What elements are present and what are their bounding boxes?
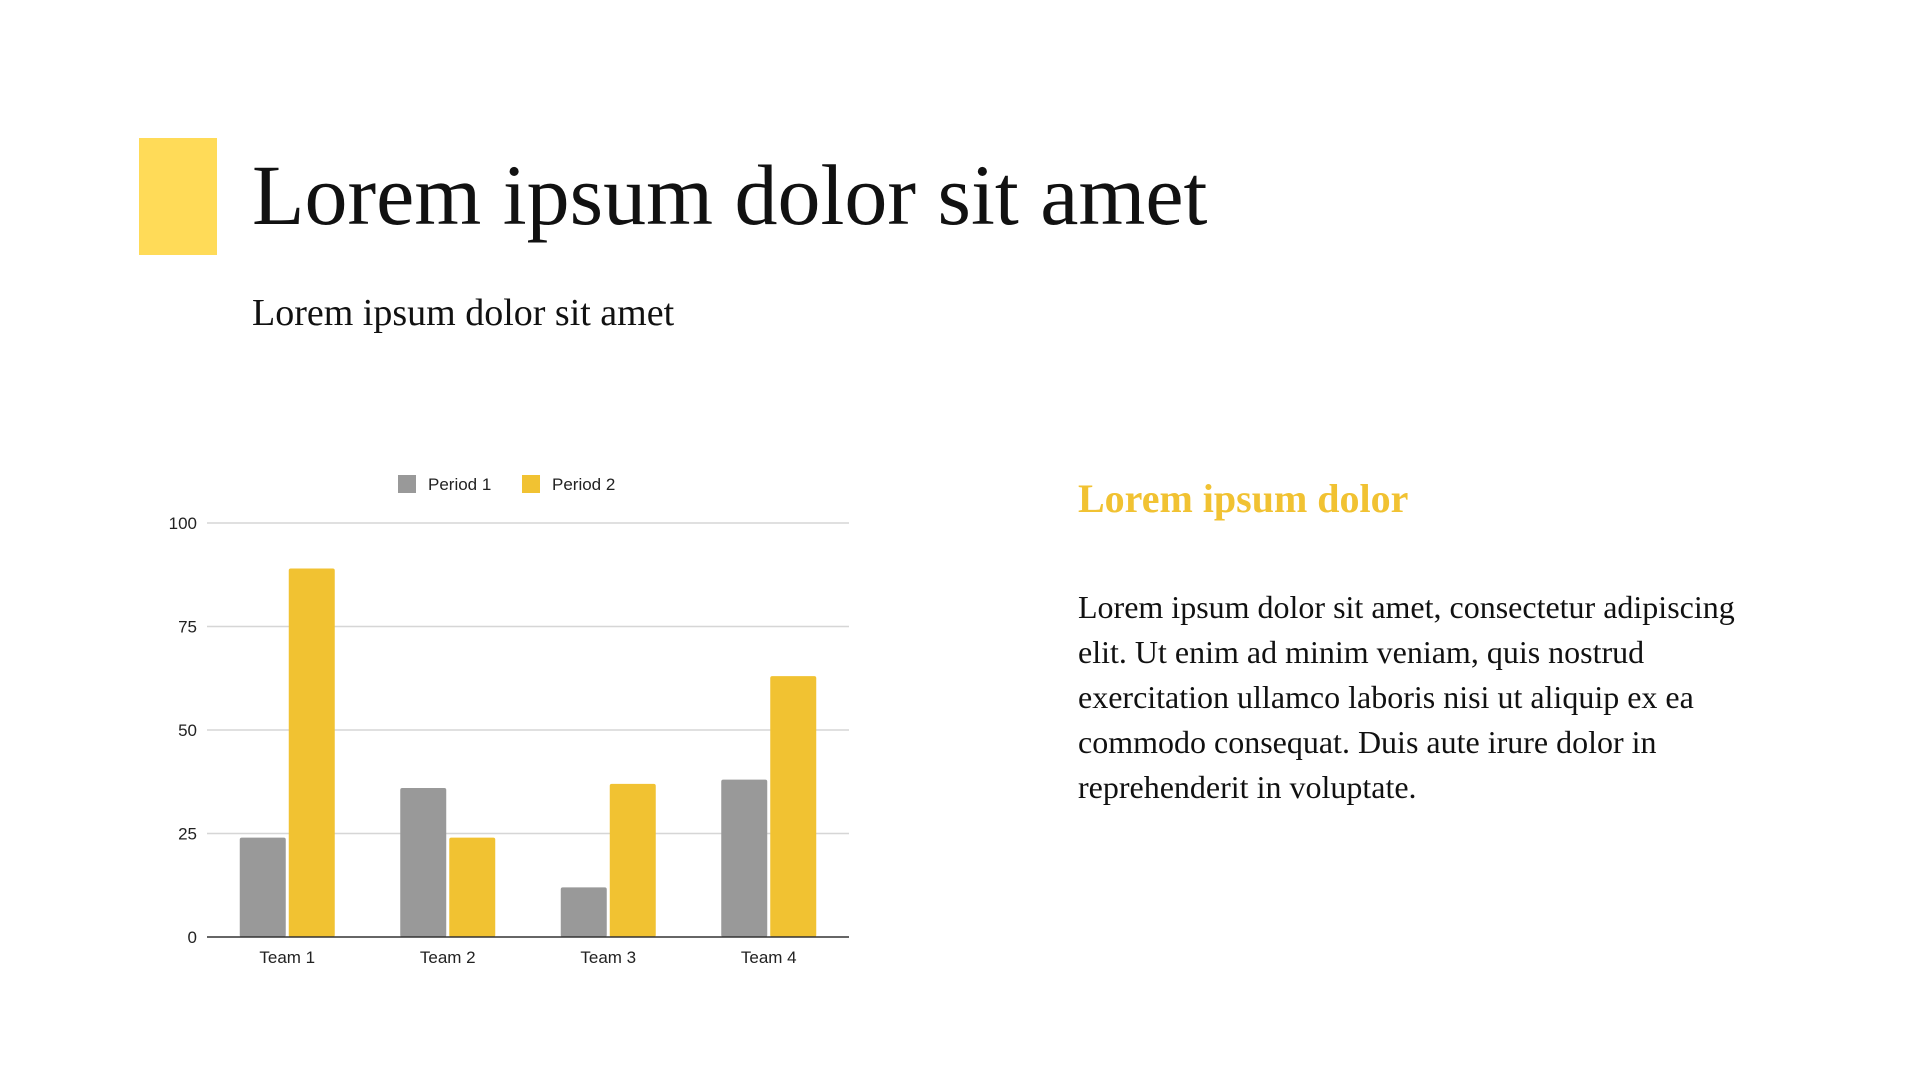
accent-square: [139, 138, 217, 255]
slide-subtitle: Lorem ipsum dolor sit amet: [252, 292, 675, 334]
side-body-text: Lorem ipsum dolor sit amet, consectetur …: [1078, 589, 1735, 805]
bar-period-1: [239, 837, 286, 937]
y-tick-label: 25: [178, 825, 197, 844]
y-tick-label: 0: [188, 928, 197, 947]
legend-label: Period 1: [428, 475, 491, 494]
x-tick-label: Team 2: [420, 948, 476, 967]
x-tick-label: Team 3: [580, 948, 636, 967]
slide-title: Lorem ipsum dolor sit amet: [252, 147, 1208, 243]
y-tick-label: 100: [169, 514, 197, 533]
x-tick-label: Team 1: [259, 948, 315, 967]
bar-period-2: [449, 837, 496, 937]
bar-period-1: [721, 779, 768, 937]
bar-period-1: [560, 887, 607, 937]
x-tick-label: Team 4: [741, 948, 797, 967]
bar-period-2: [609, 783, 656, 937]
y-tick-label: 75: [178, 618, 197, 637]
y-tick-label: 50: [178, 721, 197, 740]
legend-swatch: [522, 475, 540, 493]
bar-period-2: [770, 676, 817, 937]
side-heading: Lorem ipsum dolor: [1078, 476, 1409, 521]
legend-swatch: [398, 475, 416, 493]
bar-period-1: [400, 787, 447, 937]
bar-period-2: [288, 568, 335, 937]
legend-label: Period 2: [552, 475, 615, 494]
